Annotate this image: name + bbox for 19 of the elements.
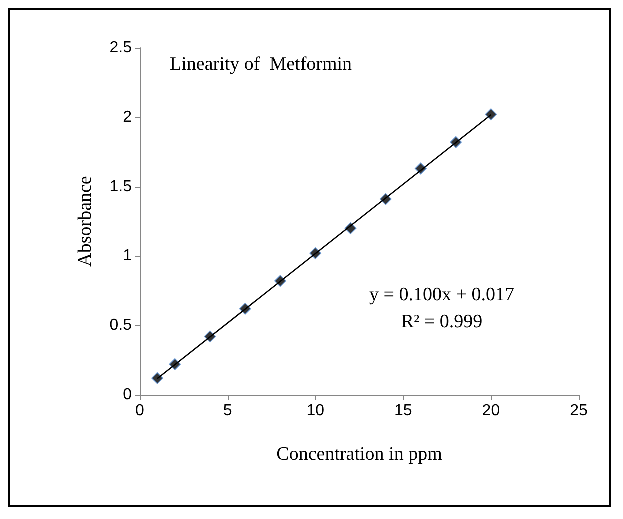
annotation: R² = 0.999 bbox=[401, 312, 483, 332]
annotation: y = 0.100x + 0.017 bbox=[370, 284, 514, 306]
x-tick-label: 0 bbox=[136, 402, 145, 420]
x-tick-label: 5 bbox=[223, 402, 232, 420]
x-axis-title: Concentration in ppm bbox=[276, 444, 443, 465]
x-tick-label: 25 bbox=[570, 402, 588, 420]
x-tick-label: 10 bbox=[306, 402, 325, 420]
y-axis-title: Absorbance bbox=[75, 176, 96, 267]
chart-title: Linearity of Metformin bbox=[170, 54, 353, 75]
x-tick-label: 20 bbox=[482, 402, 500, 420]
y-tick-label: 2.5 bbox=[110, 40, 132, 56]
y-tick-label: 2 bbox=[123, 108, 132, 126]
y-tick-label: 0.5 bbox=[110, 317, 132, 334]
x-tick-label: 15 bbox=[394, 402, 412, 420]
point bbox=[485, 108, 498, 121]
y-tick-label: 1.5 bbox=[110, 178, 132, 196]
y-tick-label: 1 bbox=[123, 248, 132, 265]
y-tick-label: 0 bbox=[123, 386, 132, 404]
point bbox=[152, 372, 164, 384]
